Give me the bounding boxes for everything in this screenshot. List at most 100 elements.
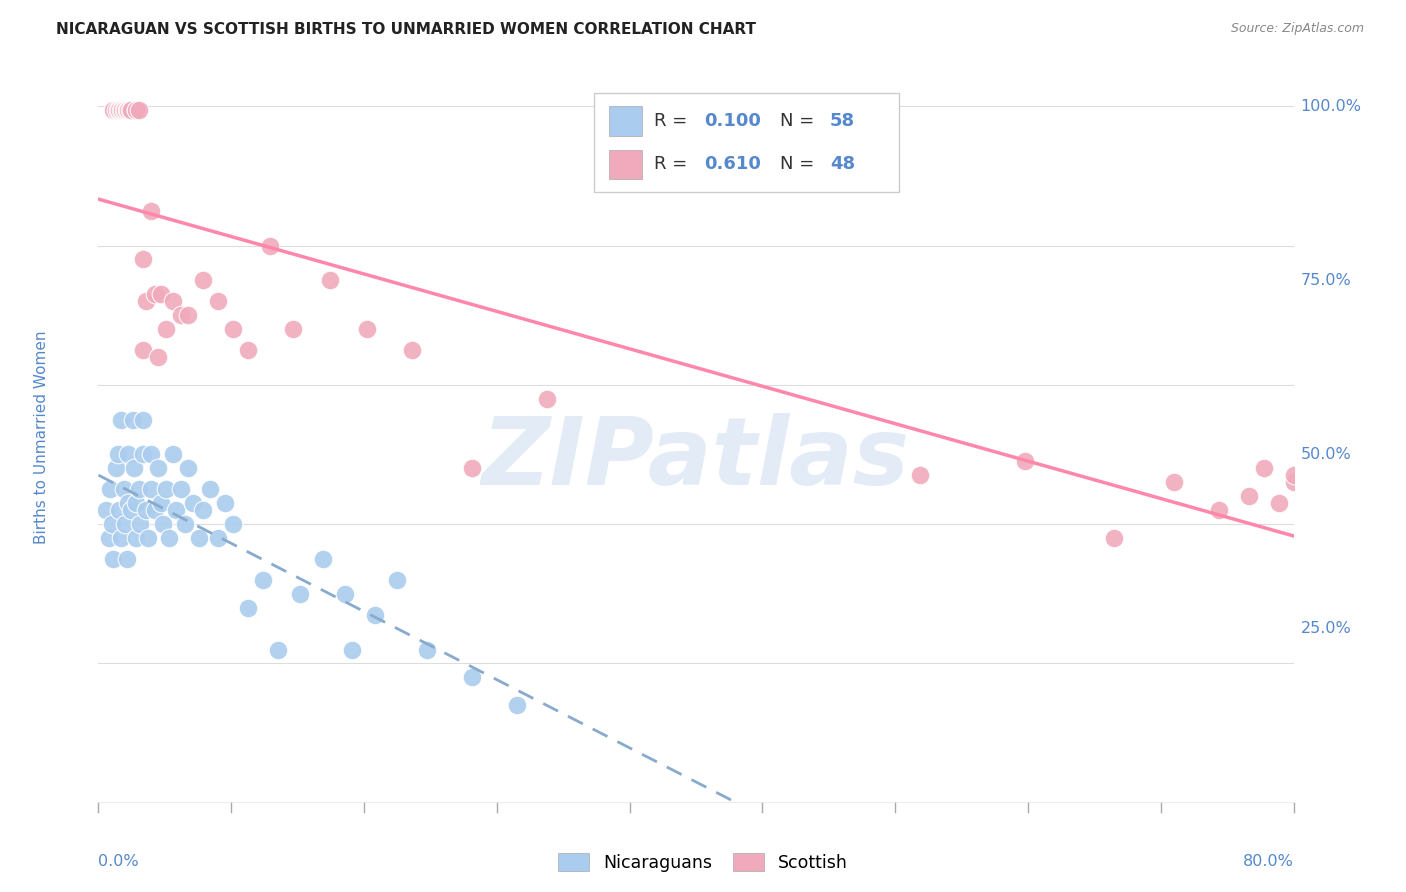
Point	[165, 503, 187, 517]
Point	[1282, 468, 1305, 483]
Point	[1014, 454, 1036, 468]
Point	[125, 103, 148, 117]
Point	[103, 103, 125, 117]
Point	[143, 503, 166, 517]
Text: ZIPatlas: ZIPatlas	[482, 413, 910, 505]
Point	[155, 483, 177, 497]
Point	[97, 531, 120, 545]
FancyBboxPatch shape	[609, 106, 643, 136]
Point	[214, 496, 236, 510]
Point	[105, 461, 128, 475]
Point	[107, 448, 129, 462]
Text: 80.0%: 80.0%	[1243, 854, 1294, 869]
Point	[124, 461, 146, 475]
Point	[267, 642, 290, 657]
Point	[259, 238, 281, 252]
Text: Source: ZipAtlas.com: Source: ZipAtlas.com	[1230, 22, 1364, 36]
Point	[177, 461, 200, 475]
Point	[162, 294, 184, 309]
Point	[125, 531, 148, 545]
Point	[222, 322, 245, 336]
Text: 50.0%: 50.0%	[1301, 447, 1351, 462]
Text: N =: N =	[780, 112, 820, 130]
Point	[148, 350, 170, 364]
Point	[128, 483, 150, 497]
Point	[132, 252, 155, 267]
Point	[1237, 489, 1260, 503]
Point	[356, 322, 378, 336]
Point	[200, 483, 222, 497]
Point	[1208, 503, 1230, 517]
Point	[364, 607, 387, 622]
Point	[207, 531, 229, 545]
Text: 48: 48	[830, 155, 855, 173]
Point	[107, 103, 129, 117]
Point	[111, 103, 134, 117]
Point	[150, 287, 173, 301]
Legend: Nicaraguans, Scottish: Nicaraguans, Scottish	[551, 847, 855, 879]
Point	[117, 103, 139, 117]
Point	[114, 103, 136, 117]
Text: R =: R =	[654, 155, 693, 173]
Point	[101, 517, 124, 532]
FancyBboxPatch shape	[595, 94, 900, 192]
Point	[416, 642, 439, 657]
Point	[207, 294, 229, 309]
Point	[132, 343, 155, 357]
Point	[311, 552, 333, 566]
Point	[174, 517, 197, 532]
Point	[128, 103, 150, 117]
Point	[98, 483, 122, 497]
Point	[191, 503, 214, 517]
Point	[143, 287, 166, 301]
Point	[115, 552, 138, 566]
Point	[139, 483, 162, 497]
Point	[118, 103, 141, 117]
Point	[108, 103, 131, 117]
Point	[103, 552, 125, 566]
Point	[121, 412, 143, 426]
Point	[222, 517, 245, 532]
Point	[94, 503, 117, 517]
Point	[401, 343, 423, 357]
Text: 25.0%: 25.0%	[1301, 621, 1351, 636]
Point	[342, 642, 364, 657]
Point	[125, 496, 148, 510]
Point	[177, 308, 200, 322]
Point	[112, 103, 135, 117]
Point	[169, 308, 191, 322]
FancyBboxPatch shape	[609, 150, 643, 179]
Point	[236, 343, 259, 357]
Point	[115, 103, 138, 117]
Point	[129, 517, 152, 532]
Text: 100.0%: 100.0%	[1301, 99, 1361, 113]
Point	[117, 496, 139, 510]
Point	[155, 322, 177, 336]
Point	[148, 461, 170, 475]
Text: 0.100: 0.100	[704, 112, 761, 130]
Text: 0.0%: 0.0%	[98, 854, 139, 869]
Point	[117, 448, 139, 462]
Point	[117, 103, 139, 117]
Point	[1163, 475, 1185, 490]
Point	[333, 587, 356, 601]
Point	[288, 587, 311, 601]
Point	[506, 698, 529, 713]
Point	[120, 103, 142, 117]
Point	[181, 496, 204, 510]
Point	[110, 412, 132, 426]
Text: 58: 58	[830, 112, 855, 130]
Point	[461, 670, 484, 684]
Text: N =: N =	[780, 155, 820, 173]
Point	[125, 103, 148, 117]
Point	[105, 103, 128, 117]
Text: Births to Unmarried Women: Births to Unmarried Women	[34, 330, 49, 544]
Point	[536, 392, 558, 406]
Point	[281, 322, 304, 336]
Point	[110, 531, 132, 545]
Point	[132, 448, 155, 462]
Point	[187, 531, 209, 545]
Point	[110, 103, 132, 117]
Point	[319, 273, 342, 287]
Text: 75.0%: 75.0%	[1301, 273, 1351, 288]
